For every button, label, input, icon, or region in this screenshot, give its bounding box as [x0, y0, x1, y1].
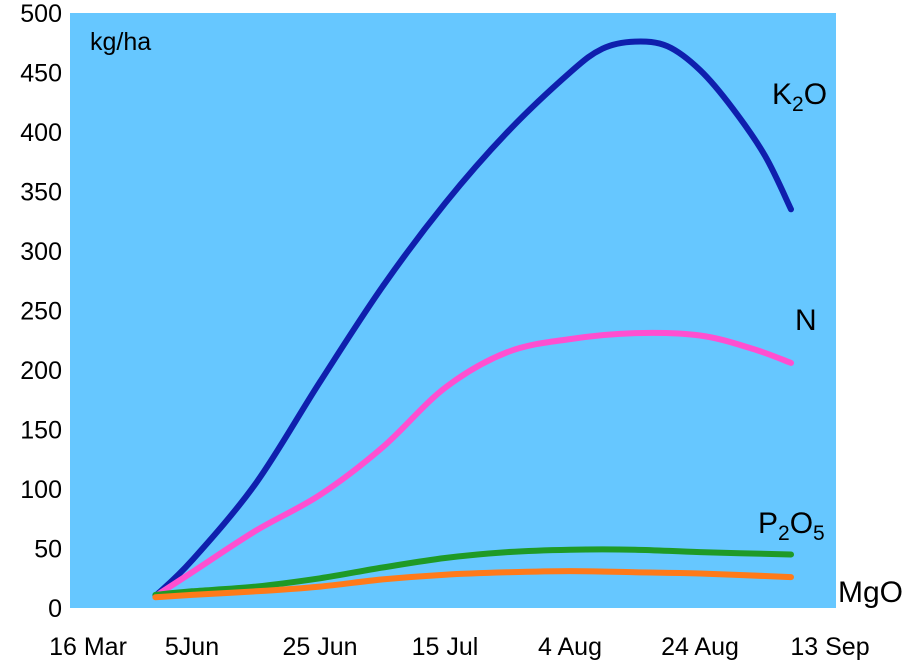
y-tick-label: 200 [20, 357, 62, 385]
series-label-p2o5: P2O5 [758, 507, 825, 545]
series-label-n: N [795, 304, 817, 337]
y-tick-label: 350 [20, 179, 62, 207]
y-tick-label: 500 [20, 0, 62, 28]
y-tick-label: 0 [48, 595, 62, 623]
series-label-k2o: K2O [772, 78, 827, 116]
y-tick-label: 400 [20, 119, 62, 147]
series-line-n [152, 329, 794, 600]
y-tick-label: 250 [20, 298, 62, 326]
x-tick-label: 4 Aug [538, 633, 602, 661]
series-line-mgo [152, 568, 794, 601]
x-tick-label: 24 Aug [661, 633, 739, 661]
y-tick-label: 300 [20, 238, 62, 266]
y-tick-label: 100 [20, 476, 62, 504]
series-line-p2o5 [152, 546, 794, 598]
plot-background [70, 13, 836, 608]
y-tick-label: 150 [20, 417, 62, 445]
y-tick-label: 450 [20, 60, 62, 88]
x-tick-label: 15 Jul [412, 633, 479, 661]
x-tick-label: 13 Sep [790, 633, 869, 661]
x-tick-label: 16 Mar [49, 633, 127, 661]
series-label-mgo: MgO [838, 576, 903, 609]
x-tick-label: 5Jun [165, 633, 219, 661]
x-tick-label: 25 Jun [282, 633, 357, 661]
y-axis-unit-label: kg/ha [90, 28, 151, 56]
series-line-k2o [152, 38, 794, 600]
y-tick-label: 50 [34, 536, 62, 564]
